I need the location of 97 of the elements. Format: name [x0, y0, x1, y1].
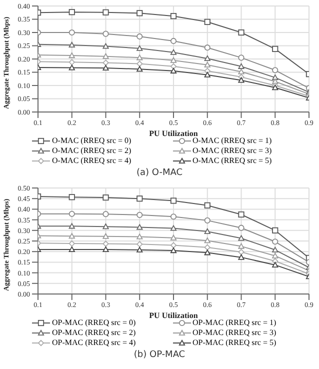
point: [102, 30, 109, 37]
point: [102, 60, 109, 66]
point: [136, 196, 143, 202]
point: [238, 224, 244, 231]
point: [102, 211, 109, 218]
point: [68, 246, 75, 252]
text: (a) O-MAC: [135, 168, 184, 180]
point: [272, 78, 278, 84]
point: [272, 46, 278, 52]
point: [204, 202, 210, 208]
point: [272, 238, 278, 245]
legend-label: OP-MAC (RREQ src = 4): [52, 338, 136, 348]
point: [204, 55, 210, 61]
point: [102, 53, 109, 59]
point: [102, 240, 109, 247]
point: [272, 84, 278, 90]
point: [136, 66, 143, 72]
point: [136, 212, 143, 218]
point: [136, 246, 143, 252]
point: [136, 224, 143, 230]
point: [68, 223, 75, 229]
point: [204, 72, 210, 78]
point: [238, 77, 244, 83]
legend-label: OP-MAC (RREQ src = 0): [52, 318, 136, 328]
point: [68, 240, 75, 247]
legend-label: O-MAC (RREQ src = 1): [192, 136, 272, 146]
point: [272, 227, 278, 234]
point: [102, 9, 109, 16]
point: [272, 246, 278, 252]
x-axis-title: PU Utilization: [149, 311, 198, 320]
point: [238, 248, 244, 256]
point: [170, 214, 177, 220]
legend-label: OP-MAC (RREQ src = 3): [192, 328, 276, 338]
point: [170, 242, 177, 248]
point: [136, 10, 143, 16]
point: [102, 246, 109, 252]
point: [68, 233, 75, 239]
point: [68, 42, 75, 48]
legend-label: OP-MAC (RREQ src = 1): [192, 318, 276, 328]
point: [102, 194, 109, 201]
point: [68, 52, 75, 58]
point: [68, 64, 75, 70]
point: [272, 262, 278, 268]
legend-label: OP-MAC (RREQ src = 2): [52, 328, 136, 338]
point: [204, 244, 210, 250]
legend-label: O-MAC (RREQ src = 3): [192, 146, 272, 156]
point: [170, 13, 177, 20]
point: [170, 225, 177, 231]
text: (b) OP-MAC: [132, 350, 186, 362]
point: [238, 68, 244, 74]
point: [68, 9, 75, 16]
point: [102, 64, 109, 71]
point: [136, 54, 143, 60]
point: [170, 247, 177, 254]
point: [204, 18, 210, 25]
legend-label: O-MAC (RREQ src = 5): [192, 156, 272, 166]
point: [170, 63, 177, 70]
point: [170, 68, 177, 74]
point: [204, 217, 210, 224]
point: [170, 57, 177, 63]
point: [204, 238, 210, 244]
point: [238, 54, 244, 61]
point: [238, 63, 244, 69]
point: [136, 33, 143, 40]
point: [204, 250, 210, 256]
point: [238, 235, 244, 241]
point: [272, 74, 278, 80]
point: [170, 234, 177, 240]
point: [68, 210, 75, 217]
point: [68, 194, 75, 200]
point: [102, 43, 109, 49]
point: [170, 49, 177, 55]
point: [136, 234, 143, 240]
x-axis-title: PU Utilization: [149, 129, 198, 138]
point: [136, 241, 143, 248]
point: [204, 44, 210, 51]
point: [68, 59, 75, 66]
point: [238, 29, 244, 36]
legend-label: O-MAC (RREQ src = 2): [52, 146, 132, 156]
point: [238, 211, 244, 218]
point: [136, 60, 143, 67]
legend-label: O-MAC (RREQ src = 4): [52, 156, 132, 166]
point: [102, 233, 109, 239]
line-series: [38, 64, 309, 100]
point: [102, 224, 109, 230]
point: [170, 38, 177, 44]
point: [170, 198, 177, 204]
legend-label: OP-MAC (RREQ src = 5): [192, 338, 276, 348]
legend-label: O-MAC (RREQ src = 0): [52, 136, 132, 146]
point: [272, 67, 278, 74]
point: [136, 45, 143, 51]
point: [68, 29, 75, 36]
point: [238, 243, 244, 249]
point: [238, 254, 244, 260]
point: [272, 252, 278, 258]
point: [204, 62, 210, 68]
point: [204, 228, 210, 234]
